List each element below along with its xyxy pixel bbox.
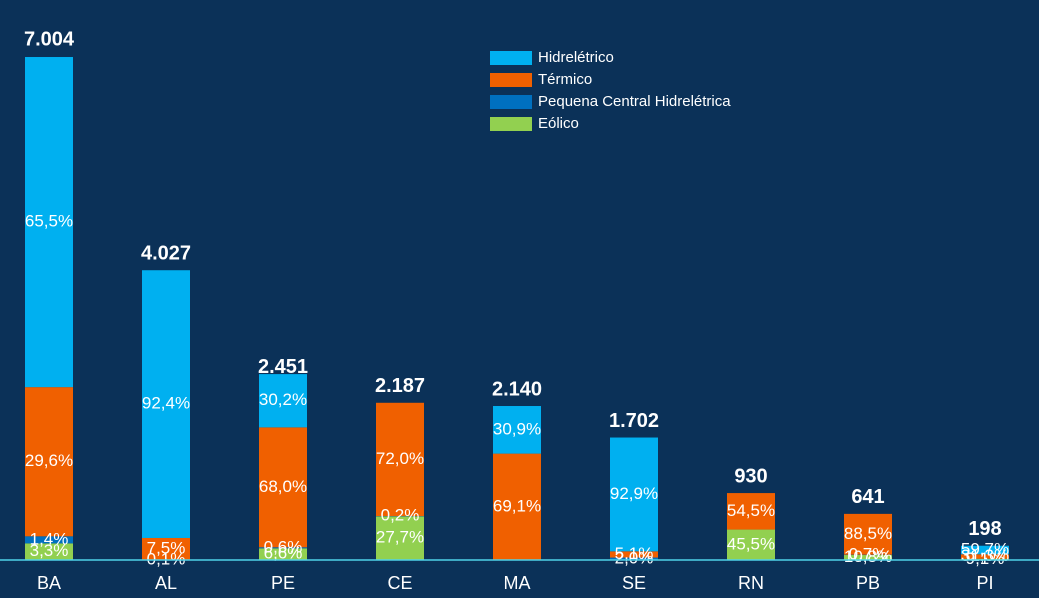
segment-label: 0,6% (264, 537, 303, 556)
total-label: 2.187 (375, 375, 425, 397)
bar-segment (259, 374, 307, 428)
bar-segment (493, 406, 541, 454)
bar-segment (259, 548, 307, 560)
bar-segment (961, 554, 1009, 559)
bar-segment (493, 453, 541, 560)
segment-label: 10,8% (844, 547, 892, 566)
bar-segment (376, 516, 424, 560)
segment-label: 0,1% (147, 549, 186, 568)
bar-segment (610, 557, 658, 560)
segment-label: 0,7% (849, 544, 888, 563)
segment-label: 30,9% (493, 419, 541, 438)
bar-segment (25, 543, 73, 560)
total-label: 4.027 (141, 243, 191, 265)
legend-label: Hidrelétrico (538, 49, 614, 66)
segment-label: 65,5% (25, 212, 73, 231)
bar-segment (142, 270, 190, 538)
segment-label: 27,7% (376, 528, 424, 547)
segment-label: 72,0% (376, 449, 424, 468)
segment-label: 92,4% (142, 394, 190, 413)
x-tick-label: PI (976, 573, 993, 593)
legend-swatch (490, 73, 532, 87)
segment-label: 3,3% (30, 541, 69, 560)
segment-label: 9,1% (966, 549, 1005, 568)
x-tick-label: PB (856, 573, 880, 593)
bar-segment (844, 555, 892, 560)
bar-segment (610, 437, 658, 552)
segment-label: 45,5% (727, 534, 775, 553)
total-label: 2.451 (258, 356, 308, 378)
bar-segment (25, 536, 73, 544)
segment-label: 5,1% (615, 544, 654, 563)
x-tick-label: RN (738, 573, 764, 593)
legend-label: Eólico (538, 115, 579, 132)
legend-label: Pequena Central Hidrelétrica (538, 93, 731, 110)
bar-segment (259, 547, 307, 549)
legend-swatch (490, 117, 532, 131)
segment-label: 88,5% (844, 524, 892, 543)
bar-segment (727, 493, 775, 530)
legend-swatch (490, 95, 532, 109)
bar-segment (25, 387, 73, 537)
segment-label: 2,0% (615, 548, 654, 567)
bar-segment (259, 427, 307, 548)
x-tick-label: BA (37, 573, 61, 593)
segment-label: 29,6% (25, 451, 73, 470)
legend-swatch (490, 51, 532, 65)
segment-label: 7,5% (147, 538, 186, 557)
segment-label: 6,6% (264, 544, 303, 563)
bar-segment (25, 57, 73, 388)
bar-segment (610, 551, 658, 558)
segment-label: 30,2% (259, 390, 307, 409)
total-label: 2.140 (492, 378, 542, 400)
x-tick-label: AL (155, 573, 177, 593)
total-label: 7.004 (24, 28, 75, 50)
segment-label: 0,2% (381, 506, 420, 525)
segment-label: 92,9% (610, 484, 658, 503)
bar-segment (727, 529, 775, 560)
x-tick-label: MA (504, 573, 531, 593)
bar-segment (376, 402, 424, 517)
x-tick-label: SE (622, 573, 646, 593)
segment-label: 54,5% (727, 501, 775, 520)
total-label: 930 (734, 465, 767, 487)
segment-label: 1,4% (30, 529, 69, 548)
segment-label: 59,7% (961, 539, 1009, 558)
x-tick-label: PE (271, 573, 295, 593)
segment-label: 68,0% (259, 477, 307, 496)
total-label: 641 (851, 486, 884, 508)
bar-segment (961, 545, 1009, 555)
bar-segment (844, 513, 892, 555)
bar-segment (142, 537, 190, 560)
legend-label: Térmico (538, 71, 592, 88)
segment-label: 69,1% (493, 496, 541, 515)
total-label: 198 (968, 518, 1001, 540)
total-label: 1.702 (609, 410, 659, 432)
x-tick-label: CE (387, 573, 412, 593)
